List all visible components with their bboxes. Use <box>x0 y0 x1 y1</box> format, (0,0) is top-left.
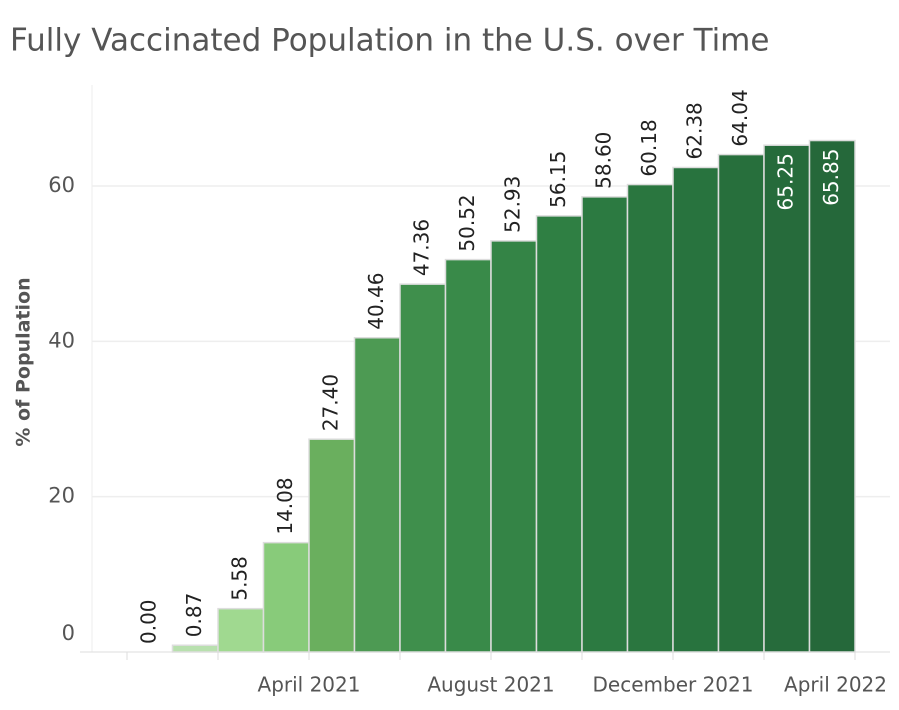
x-tick-label: April 2021 <box>258 673 361 697</box>
x-tick-label: August 2021 <box>427 673 554 697</box>
value-label: 50.52 <box>455 194 479 251</box>
y-tick-label: 0 <box>62 621 75 645</box>
bar <box>171 644 219 653</box>
value-label: 65.25 <box>773 153 797 210</box>
bar <box>581 196 629 653</box>
bar <box>490 240 538 653</box>
value-label: 56.15 <box>546 151 570 208</box>
value-label: 5.58 <box>227 556 251 601</box>
bar <box>353 336 401 653</box>
value-label: 0.87 <box>182 593 206 638</box>
value-label: 40.46 <box>364 272 388 329</box>
value-label: 60.18 <box>637 119 661 176</box>
y-axis-label: % of Population <box>13 277 35 446</box>
value-label: 65.85 <box>819 149 843 206</box>
bar <box>626 183 674 653</box>
bar <box>808 139 856 653</box>
value-label: 52.93 <box>500 176 524 233</box>
value-label: 47.36 <box>409 219 433 276</box>
bar <box>763 144 811 653</box>
bar <box>399 283 447 653</box>
x-tick-label: December 2021 <box>593 673 754 697</box>
bar <box>262 541 310 653</box>
chart-title: Fully Vaccinated Population in the U.S. … <box>10 23 769 59</box>
bar <box>217 607 265 653</box>
y-tick-label: 60 <box>48 173 75 197</box>
bar <box>717 153 765 653</box>
value-label: 58.60 <box>591 132 615 189</box>
bar <box>444 258 492 653</box>
bar <box>535 215 583 653</box>
value-label: 62.38 <box>682 102 706 159</box>
bar <box>672 166 720 653</box>
value-label: 0.00 <box>136 599 160 644</box>
y-tick-label: 20 <box>48 484 75 508</box>
y-tick-label: 40 <box>48 328 75 352</box>
x-tick-label: April 2022 <box>784 673 887 697</box>
value-label: 64.04 <box>728 89 752 146</box>
bar <box>308 438 356 653</box>
value-label: 14.08 <box>273 477 297 534</box>
value-label: 27.40 <box>318 374 342 431</box>
